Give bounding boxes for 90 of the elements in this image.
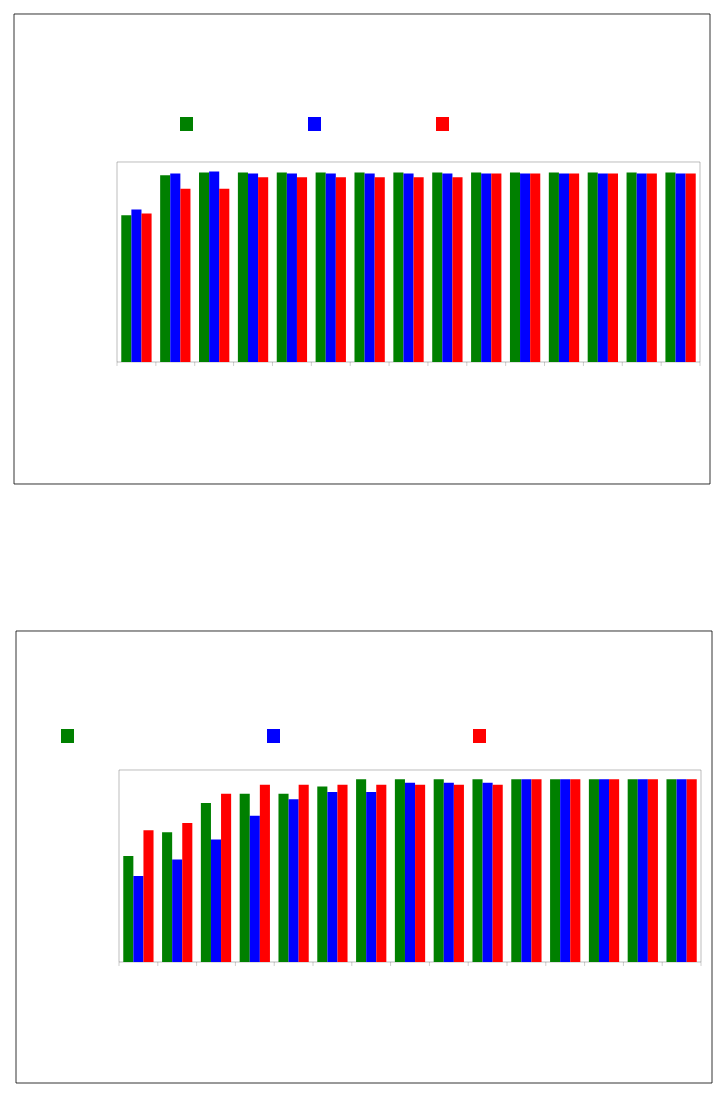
bar	[492, 784, 503, 962]
bar	[472, 779, 483, 962]
bar	[550, 779, 561, 962]
bar	[675, 173, 686, 362]
bar	[249, 815, 260, 962]
bar	[548, 172, 559, 362]
bar	[278, 793, 289, 962]
bar	[626, 172, 637, 362]
bar	[415, 784, 426, 962]
bar	[442, 173, 453, 362]
bar	[121, 215, 132, 362]
bar	[443, 782, 454, 962]
bar	[627, 779, 638, 962]
bar	[162, 832, 173, 962]
bar	[123, 855, 134, 962]
bar	[433, 779, 444, 962]
bar	[354, 172, 365, 362]
bar	[587, 172, 598, 362]
bar	[588, 779, 599, 962]
bar	[209, 171, 220, 362]
bar	[647, 779, 658, 962]
bar	[413, 177, 424, 362]
bar	[172, 859, 183, 962]
bar	[481, 173, 492, 362]
bar	[374, 177, 385, 362]
bar	[141, 213, 152, 362]
bar	[637, 779, 648, 962]
bar	[531, 779, 542, 962]
bar	[569, 173, 580, 362]
bar	[364, 173, 375, 362]
bar	[276, 172, 287, 362]
bar	[404, 782, 416, 962]
bar	[366, 791, 377, 962]
bar	[317, 786, 328, 962]
bar	[143, 830, 154, 962]
bar	[530, 173, 541, 362]
bar	[511, 779, 522, 962]
bar	[598, 779, 610, 962]
bar	[636, 173, 647, 362]
bar	[452, 177, 463, 362]
bar	[315, 172, 326, 362]
bar	[219, 188, 230, 362]
bar	[520, 173, 531, 362]
bar	[337, 784, 348, 962]
bar	[182, 823, 193, 962]
bar	[403, 173, 414, 362]
bar	[296, 177, 308, 362]
bar	[560, 779, 571, 962]
bar	[685, 173, 696, 362]
bar	[491, 173, 502, 362]
bar	[521, 779, 532, 962]
bar	[200, 802, 211, 962]
bar	[686, 779, 697, 962]
bar	[180, 188, 191, 362]
bar	[288, 799, 299, 962]
bar	[509, 172, 521, 362]
bar	[239, 793, 250, 962]
bar	[666, 779, 677, 962]
bar	[258, 177, 269, 362]
bar	[356, 779, 367, 962]
bar	[259, 784, 270, 962]
bar	[453, 784, 464, 962]
bar	[247, 173, 259, 362]
bar	[325, 173, 336, 362]
bar	[335, 177, 346, 362]
bar	[471, 172, 482, 362]
bar	[160, 175, 171, 362]
bar	[133, 876, 144, 962]
bar	[394, 779, 405, 962]
bar	[327, 791, 338, 962]
bar	[482, 782, 493, 962]
bar	[286, 173, 297, 362]
bar	[199, 172, 210, 362]
bar	[646, 173, 657, 362]
bar	[221, 793, 232, 962]
bar	[298, 784, 309, 962]
bar	[131, 209, 142, 362]
bar	[432, 172, 443, 362]
bar	[609, 779, 620, 962]
bar	[597, 173, 608, 362]
bar	[237, 172, 248, 362]
bar	[665, 172, 676, 362]
bar	[558, 173, 570, 362]
bar	[376, 784, 387, 962]
bar	[676, 779, 687, 962]
bar	[607, 173, 618, 362]
bar	[210, 839, 222, 962]
bar	[170, 173, 181, 362]
bar	[393, 172, 404, 362]
bar	[570, 779, 581, 962]
